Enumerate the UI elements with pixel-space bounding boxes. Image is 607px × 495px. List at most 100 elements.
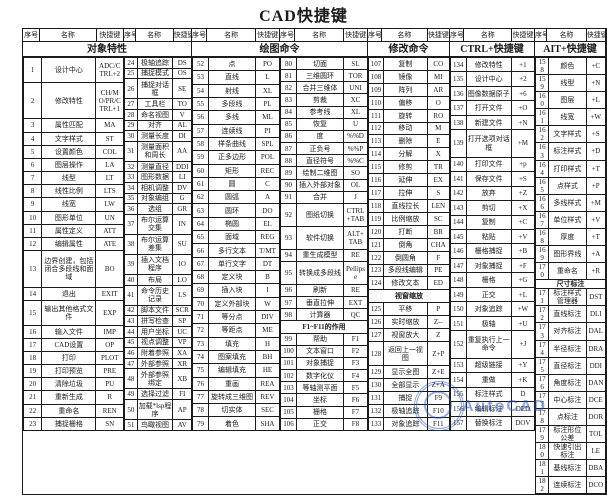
table-row: 65 面域 REG (191, 230, 281, 245)
row-number-cell: 100 (279, 344, 298, 358)
shortcut-key-cell: +A (585, 245, 607, 264)
command-name-cell: 重复执行上一命令 (465, 330, 512, 359)
row-number-cell: 36 (124, 203, 138, 215)
row-number-cell: 50 (124, 399, 138, 421)
column-header: 序号 (450, 29, 465, 42)
command-name-cell: 打开选项对话框 (465, 129, 512, 158)
shortcut-key-cell: LE (585, 442, 607, 461)
shortcut-key-cell: DOR (585, 407, 607, 427)
shortcut-key-cell: Z+E (426, 365, 451, 380)
shortcut-key-cell: MA (95, 118, 124, 133)
row-number-cell: 176 (534, 373, 550, 392)
table-row: 107 复制 CO (367, 57, 451, 71)
table-row: 3 属性匹配 MA (22, 118, 124, 133)
table-row: 9 线宽 LW (22, 197, 124, 212)
command-name-cell: 颜色 (548, 56, 587, 76)
command-name-cell: 布尔运算交集 (136, 213, 174, 235)
shortcut-panel: 107 复制 CO 108 镜像 MI 109 阵列 AR 110 偏移 O 111 旋转 RO 112 移动 M… (367, 57, 451, 432)
row-number-cell: 26 (124, 78, 138, 100)
row-number-cell: 164 (534, 159, 550, 178)
command-name-cell: 输入文件 (41, 324, 97, 339)
command-name-cell: 捕捉 (383, 391, 428, 406)
shortcut-key-cell: SL (342, 56, 369, 71)
shortcut-key-cell: DAL (585, 322, 607, 341)
shortcut-key-cell: EX (426, 173, 451, 188)
table-row: 134 修改特性 +1 (450, 56, 536, 73)
panel-header: 序号名称快捷键 (450, 29, 535, 42)
row-number-cell: 132 (367, 404, 385, 418)
shortcut-key-cell: ATT (95, 223, 124, 238)
shortcut-key-cell: FI (172, 388, 192, 400)
row-number-cell: 99 (279, 332, 298, 346)
row-number-cell: 134 (450, 56, 467, 73)
table-row: 131 捕捉 F9 (367, 391, 451, 406)
shortcut-key-cell: +Y (510, 357, 536, 374)
shortcut-key-cell: G (172, 192, 192, 205)
table-row: 58 样条曲线 SPL (191, 136, 281, 152)
table-row: 170 重命名 +R (534, 262, 607, 281)
command-name-cell: 编辑填充 (208, 363, 256, 378)
shortcut-key-cell: +L (510, 286, 536, 303)
shortcut-key-cell: HE (254, 363, 281, 378)
shortcut-panel: 52 点 PO 53 直线 L 54 射线 XL 55 多段线 PL 56 多线 ML 57 连续线 PI 58 样条… (191, 56, 281, 431)
table-row: 154 重做 +K (450, 372, 536, 388)
shortcut-key-cell: +G (510, 272, 536, 288)
table-row: 125 平移 P (367, 302, 451, 317)
shortcut-key-cell: +X (510, 200, 536, 216)
row-number-cell: 117 (367, 186, 385, 200)
shortcut-key-cell: AP (172, 399, 192, 421)
row-number-cell: 108 (367, 69, 385, 84)
shortcut-key-cell: +N (585, 74, 607, 93)
row-number-cell: 95 (279, 260, 298, 285)
column-header: 名称 (464, 29, 513, 42)
shortcut-key-cell: XR (172, 357, 192, 370)
table-row: 30 测量长度 DI (124, 130, 192, 142)
command-name-cell: 图形界线 (548, 245, 587, 264)
shortcut-key-cell: +T (585, 227, 607, 247)
command-name-cell: 保存文件 (465, 171, 512, 187)
row-number-cell: 160 (534, 91, 550, 110)
shortcut-key-cell: DAN (585, 373, 607, 392)
row-number-cell: 37 (124, 213, 138, 235)
command-name-cell: 面域 (208, 230, 256, 245)
shortcut-key-cell: F6 (342, 393, 369, 407)
shortcut-key-cell: CHA (426, 237, 451, 252)
row-number-cell: 168 (534, 227, 550, 247)
row-number-cell: 73 (191, 336, 210, 351)
column-header: 序号 (280, 29, 295, 42)
command-name-cell: 测量面积和周长 (136, 140, 174, 162)
shortcut-key-cell: W (254, 296, 281, 311)
table-row: 60 矩形 REC (191, 163, 281, 178)
shortcut-panel: 80 切面 SL 81 三维圆环 TOR 82 合并三维体 UNI 83 剪裁 XC 84 参考线 XL 85… (279, 56, 369, 432)
row-number-cell: 125 (367, 302, 385, 317)
table-row: 54 射线 XL (191, 83, 281, 98)
shortcut-key-cell: RE (342, 248, 369, 262)
table-row: 159 线型 +N (534, 74, 607, 93)
command-name-cell: 垂直拉伸 (296, 296, 344, 310)
command-name-cell: 重新生成 (41, 390, 97, 405)
command-name-cell: 捕捉对话框 (136, 78, 174, 100)
shortcut-key-cell: OS (172, 67, 192, 80)
shortcut-key-cell: +L (585, 91, 607, 110)
table-row: 20 清除垃圾 PU (22, 377, 124, 392)
column-header: 快捷键 (512, 29, 535, 42)
column-header: 快捷键 (586, 29, 606, 42)
row-number-cell: 180 (534, 442, 550, 461)
row-number-cell: 85 (279, 117, 298, 131)
command-name-cell: 直线 (208, 70, 256, 85)
shortcut-key-cell: +W (585, 108, 607, 127)
shortcut-panel: 24 极轴追踪 DS 25 捕捉模式 OS 26 捕捉对话框 SE 27 工具栏 TO 28 命名视图 V 2… (124, 57, 192, 431)
table-row: 63 圆环 DO (191, 203, 281, 218)
shortcut-key-cell: C (254, 176, 281, 192)
table-row: 130 全部显示 Z+A (367, 378, 451, 393)
shortcut-key-cell: +Z (510, 185, 536, 202)
command-name-cell: 合并三维体 (296, 81, 344, 95)
shortcut-key-cell: DED (510, 401, 536, 417)
command-name-cell: 测量直径 (136, 160, 174, 173)
shortcut-key-cell: +B (510, 243, 536, 259)
row-number-cell: 21 (22, 390, 43, 405)
row-number-cell: 123 (367, 263, 385, 278)
row-number-cell: 65 (191, 230, 210, 245)
command-name-cell: 快速引出标注 (548, 442, 587, 461)
row-number-cell: 77 (191, 389, 210, 405)
